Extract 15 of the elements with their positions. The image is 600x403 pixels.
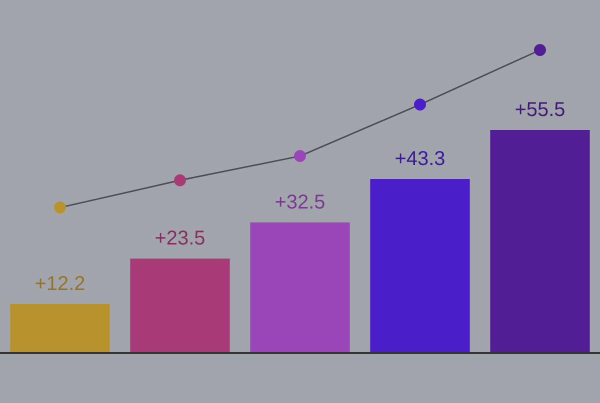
bar (370, 179, 470, 353)
data-label: +43.3 (394, 148, 446, 170)
data-label: +12.2 (34, 272, 86, 295)
point (534, 44, 546, 56)
bar (10, 304, 110, 353)
data-label: +55.5 (514, 99, 566, 121)
bar (490, 130, 590, 353)
bar (250, 222, 350, 353)
bar (130, 258, 230, 353)
point (174, 174, 186, 186)
point (294, 150, 306, 162)
point (54, 202, 66, 214)
point (414, 98, 426, 111)
data-label: +32.5 (274, 191, 326, 214)
data-label: +23.5 (154, 228, 206, 250)
